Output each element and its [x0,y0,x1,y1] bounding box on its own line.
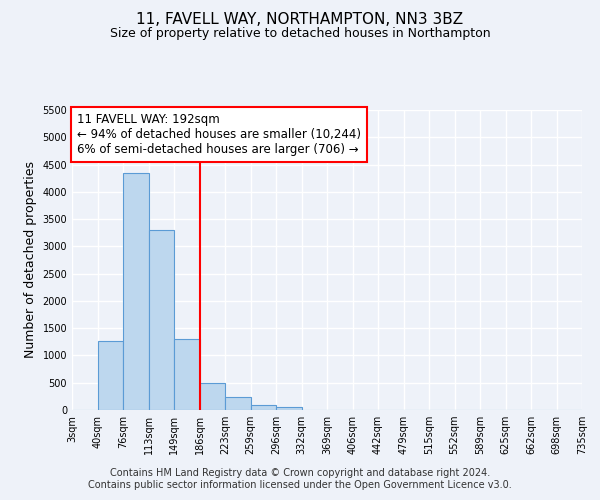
Bar [123,172,149,410]
Text: Contains HM Land Registry data © Crown copyright and database right 2024.: Contains HM Land Registry data © Crown c… [110,468,490,477]
Bar [251,404,276,410]
Bar [276,406,302,410]
Text: Contains public sector information licensed under the Open Government Licence v3: Contains public sector information licen… [88,480,512,490]
Text: 11 FAVELL WAY: 192sqm
← 94% of detached houses are smaller (10,244)
6% of semi-d: 11 FAVELL WAY: 192sqm ← 94% of detached … [77,113,361,156]
Bar [225,397,251,410]
Bar [149,230,174,410]
Bar [174,339,199,410]
Y-axis label: Number of detached properties: Number of detached properties [24,162,37,358]
Bar [97,340,123,410]
Bar [199,382,225,410]
Text: 11, FAVELL WAY, NORTHAMPTON, NN3 3BZ: 11, FAVELL WAY, NORTHAMPTON, NN3 3BZ [136,12,464,28]
Text: Size of property relative to detached houses in Northampton: Size of property relative to detached ho… [110,28,490,40]
